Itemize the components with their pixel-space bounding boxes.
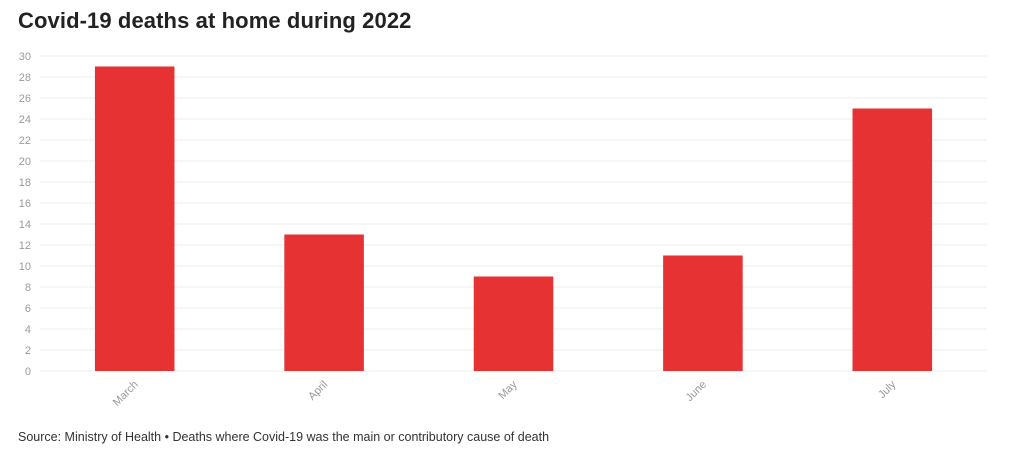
source-text: Source: Ministry of Health — [18, 430, 162, 444]
bar-june — [663, 255, 743, 371]
y-tick-label: 20 — [19, 156, 31, 168]
x-tick-label: May — [496, 378, 520, 402]
bar-may — [473, 276, 554, 371]
y-tick-label: 24 — [19, 114, 31, 126]
bar-april — [284, 234, 364, 371]
y-tick-label: 18 — [19, 177, 31, 189]
footer-separator: • — [161, 430, 173, 444]
y-tick-label: 6 — [25, 303, 31, 315]
x-tick-label: March — [111, 379, 141, 409]
y-tick-label: 16 — [19, 198, 31, 210]
y-tick-label: 28 — [19, 72, 31, 84]
x-tick-label: April — [306, 379, 330, 403]
y-tick-label: 22 — [19, 135, 31, 147]
x-tick-label: July — [876, 378, 899, 401]
grid-lines — [40, 55, 987, 372]
y-tick-label: 8 — [25, 282, 31, 294]
x-axis-labels: March April May June July — [111, 378, 899, 408]
y-tick-label: 10 — [19, 261, 31, 273]
y-tick-label: 2 — [25, 345, 31, 357]
bar-march — [94, 66, 175, 371]
chart-title: Covid-19 deaths at home during 2022 — [18, 8, 412, 33]
y-tick-label: 26 — [19, 93, 31, 105]
chart-footer: Source: Ministry of Health • Deaths wher… — [18, 430, 549, 444]
footer-note: Deaths where Covid-19 was the main or co… — [172, 430, 550, 444]
y-tick-label: 4 — [25, 324, 31, 336]
y-tick-label: 12 — [19, 240, 31, 252]
y-tick-label: 14 — [19, 219, 31, 231]
y-tick-label: 30 — [19, 51, 31, 63]
x-tick-label: June — [684, 379, 709, 404]
y-tick-label: 0 — [25, 366, 31, 378]
bars — [94, 66, 933, 371]
bar-july — [852, 108, 933, 371]
